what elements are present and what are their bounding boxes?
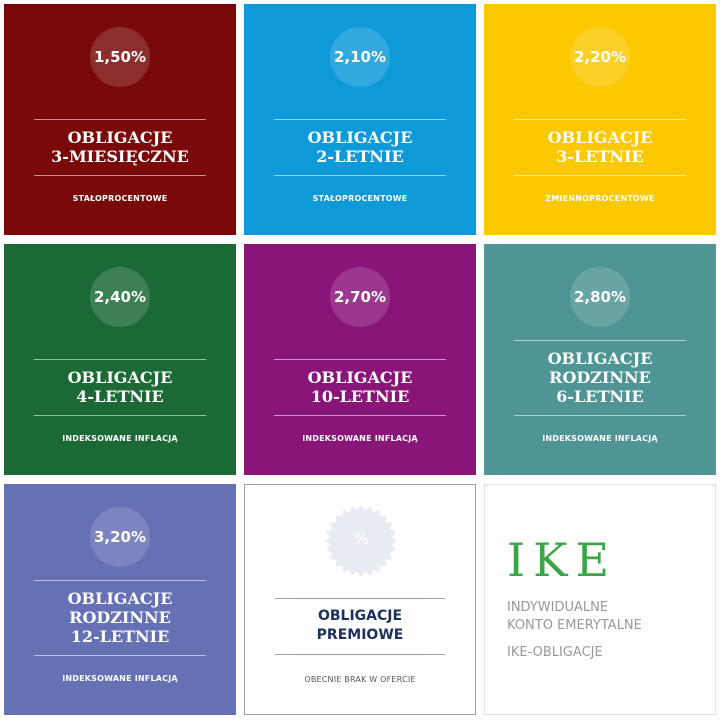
rate-badge: 2,40%: [90, 267, 150, 327]
rate-badge: 3,20%: [90, 507, 150, 567]
tile-title: OBLIGACJE 2-LETNIE: [307, 128, 413, 166]
tile-subtitle: OBECNIE BRAK W OFERCIE: [304, 675, 416, 684]
tile-subtitle: ZMIENNOPROCENTOWE: [545, 194, 655, 203]
tile-subtitle: INDEKSOWANE INFLACJĄ: [542, 434, 658, 443]
ike-logo: IKE: [507, 533, 618, 587]
tile-title: OBLIGACJE 3-MIESIĘCZNE: [51, 128, 189, 166]
ike-line-1: INDYWIDUALNE: [507, 600, 609, 615]
rate-badge: 2,70%: [330, 267, 390, 327]
tile-title: OBLIGACJE 10-LETNIE: [307, 368, 413, 406]
tile-title: OBLIGACJE 4-LETNIE: [67, 368, 173, 406]
tile-subtitle: INDEKSOWANE INFLACJĄ: [302, 434, 418, 443]
rate-badge: 2,80%: [570, 267, 630, 327]
tile-ike[interactable]: IKE INDYWIDUALNE KONTO EMERYTALNE IKE-OB…: [484, 484, 716, 715]
rate-badge: 2,10%: [330, 27, 390, 87]
tile-bond-5[interactable]: 2,80% OBLIGACJE RODZINNE 6-LETNIE INDEKS…: [484, 244, 716, 475]
tile-title: OBLIGACJE RODZINNE 12-LETNIE: [67, 589, 173, 646]
tile-title: OBLIGACJE 3-LETNIE: [547, 128, 653, 166]
tile-bond-6[interactable]: 3,20% OBLIGACJE RODZINNE 12-LETNIE INDEK…: [4, 484, 236, 715]
tile-subtitle: STAŁOPROCENTOWE: [72, 194, 168, 203]
tile-bond-3[interactable]: 2,40% OBLIGACJE 4-LETNIE INDEKSOWANE INF…: [4, 244, 236, 475]
tile-subtitle: INDEKSOWANE INFLACJĄ: [62, 434, 178, 443]
rate-badge: 2,20%: [570, 27, 630, 87]
tile-bond-0[interactable]: 1,50% OBLIGACJE 3-MIESIĘCZNE STAŁOPROCEN…: [4, 4, 236, 235]
tile-title: OBLIGACJE RODZINNE 6-LETNIE: [547, 349, 653, 406]
tile-subtitle: STAŁOPROCENTOWE: [312, 194, 408, 203]
percent-badge-icon: [325, 505, 397, 577]
percent-symbol: %: [353, 529, 369, 548]
ike-link[interactable]: IKE-OBLIGACJE: [507, 645, 603, 660]
tile-bond-4[interactable]: 2,70% OBLIGACJE 10-LETNIE INDEKSOWANE IN…: [244, 244, 476, 475]
tile-premium-bonds[interactable]: % OBLIGACJE PREMIOWE OBECNIE BRAK W OFER…: [244, 484, 476, 715]
tile-bond-1[interactable]: 2,10% OBLIGACJE 2-LETNIE STAŁOPROCENTOWE: [244, 4, 476, 235]
ike-line-2: KONTO EMERYTALNE: [507, 618, 642, 633]
tile-title: OBLIGACJE PREMIOWE: [316, 608, 404, 643]
rate-badge: 1,50%: [90, 27, 150, 87]
tile-subtitle: INDEKSOWANE INFLACJĄ: [62, 674, 178, 683]
tile-bond-2[interactable]: 2,20% OBLIGACJE 3-LETNIE ZMIENNOPROCENTO…: [484, 4, 716, 235]
